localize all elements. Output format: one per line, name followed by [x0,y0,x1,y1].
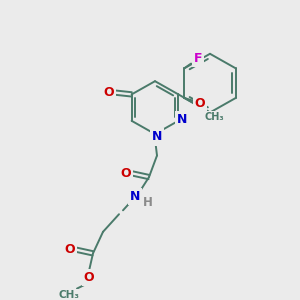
Text: N: N [152,130,162,143]
Text: O: O [84,271,94,284]
Text: CH₃: CH₃ [58,290,80,300]
Text: F: F [194,52,202,65]
Text: O: O [65,243,75,256]
Text: H: H [143,196,153,209]
Text: N: N [130,190,140,203]
Text: O: O [121,167,131,180]
Text: CH₃: CH₃ [204,112,224,122]
Text: O: O [103,86,114,99]
Text: O: O [195,97,205,110]
Text: N: N [177,113,188,126]
